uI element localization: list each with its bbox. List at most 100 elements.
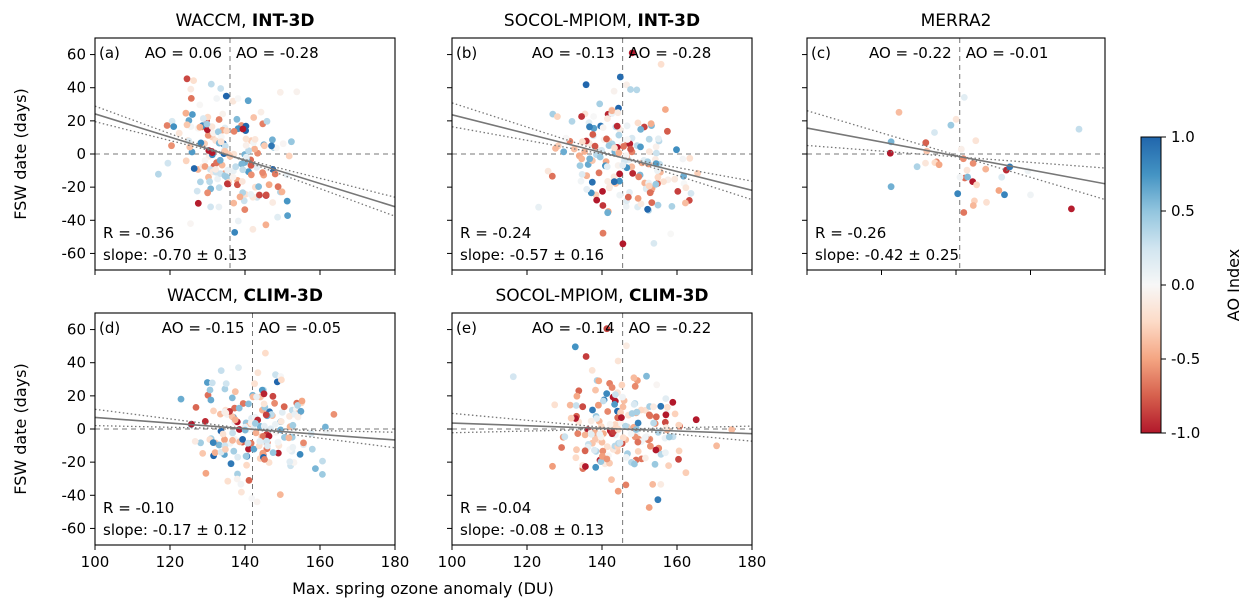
data-point: [957, 145, 965, 153]
data-point: [650, 419, 657, 427]
y-tick-label: 60: [67, 46, 86, 64]
data-point: [262, 411, 270, 419]
data-point: [190, 77, 198, 84]
data-point: [241, 206, 249, 214]
data-point: [219, 110, 227, 118]
data-point: [1075, 125, 1083, 133]
colorbar-label: AO Index: [1224, 249, 1243, 321]
data-point: [265, 181, 273, 189]
data-point: [653, 149, 660, 157]
data-point: [630, 374, 638, 382]
data-point: [613, 122, 621, 130]
data-point: [233, 115, 241, 123]
data-point: [983, 198, 990, 206]
y-tick-label: -60: [62, 519, 87, 537]
data-point: [560, 148, 568, 156]
data-point: [535, 203, 542, 211]
data-point: [634, 448, 642, 455]
confidence-line: [95, 408, 395, 449]
data-point: [595, 401, 602, 409]
x-tick-label: 160: [663, 553, 692, 571]
data-point: [300, 439, 307, 447]
colorbar-tick-label: 1.0: [1171, 128, 1195, 146]
scatter-points: [535, 49, 701, 248]
data-point: [592, 463, 600, 471]
data-point: [330, 411, 338, 418]
data-point: [217, 138, 225, 146]
data-point: [624, 193, 632, 201]
data-point: [645, 182, 653, 190]
data-point: [168, 142, 175, 150]
data-point: [183, 121, 191, 129]
data-point: [561, 433, 569, 441]
data-point: [269, 136, 276, 144]
data-point: [614, 109, 622, 117]
x-tick-label: 140: [231, 553, 260, 571]
data-point: [271, 399, 278, 407]
panel-title-experiment: INT-3D: [252, 11, 315, 31]
data-point: [647, 442, 654, 450]
scatter-points: [509, 325, 736, 511]
data-point: [544, 167, 552, 175]
panel-title: SOCOL-MPIOM, CLIM-3D: [495, 286, 708, 306]
data-point: [576, 162, 584, 170]
data-point: [611, 401, 618, 408]
data-point: [219, 430, 227, 438]
colorbar: 1.0 0.5 0.0 -0.5 -1.0 AO Index: [1140, 128, 1243, 442]
data-point: [682, 469, 690, 477]
data-point: [646, 189, 654, 197]
ao-right-label: AO = -0.28: [236, 44, 319, 62]
data-point: [596, 430, 604, 438]
data-point: [213, 95, 221, 102]
data-point: [604, 115, 611, 122]
data-point: [572, 454, 580, 462]
data-point: [591, 446, 598, 454]
data-point: [657, 481, 665, 488]
data-point: [206, 386, 214, 394]
data-point: [588, 367, 596, 374]
data-point: [591, 142, 599, 150]
data-point: [635, 173, 643, 181]
data-point: [212, 166, 220, 173]
data-point: [264, 442, 271, 450]
data-point: [249, 225, 257, 233]
data-point: [269, 449, 277, 456]
data-point: [603, 135, 610, 143]
data-point: [248, 495, 256, 502]
data-point: [193, 187, 201, 195]
data-point: [895, 108, 903, 116]
data-point: [654, 496, 662, 504]
data-point: [603, 325, 611, 333]
panel-title-model: WACCM,: [175, 11, 251, 31]
data-point: [662, 449, 669, 457]
data-point: [251, 136, 259, 143]
data-point: [581, 447, 589, 455]
data-point: [605, 142, 613, 150]
data-point: [276, 491, 284, 498]
data-point: [969, 202, 977, 209]
data-point: [285, 434, 293, 442]
panel-title: WACCM, INT-3D: [175, 11, 314, 31]
data-point: [624, 136, 631, 143]
data-point: [562, 134, 570, 142]
scatter-points: [177, 349, 338, 506]
data-point: [671, 175, 679, 183]
panel-title-model: SOCOL-MPIOM,: [504, 11, 638, 31]
data-point: [196, 101, 204, 109]
data-point: [963, 166, 971, 174]
data-point: [294, 402, 302, 409]
data-point: [657, 60, 665, 68]
y-tick-label: 20: [67, 387, 86, 405]
data-point: [595, 169, 603, 177]
data-point: [196, 123, 204, 131]
data-point: [599, 188, 606, 195]
data-point: [645, 135, 653, 143]
data-point: [633, 408, 641, 416]
data-point: [278, 376, 285, 384]
data-point: [588, 178, 596, 186]
data-point: [1027, 191, 1034, 199]
data-point: [667, 230, 675, 238]
data-point: [284, 212, 291, 220]
data-point: [642, 454, 649, 462]
data-point: [247, 191, 255, 198]
